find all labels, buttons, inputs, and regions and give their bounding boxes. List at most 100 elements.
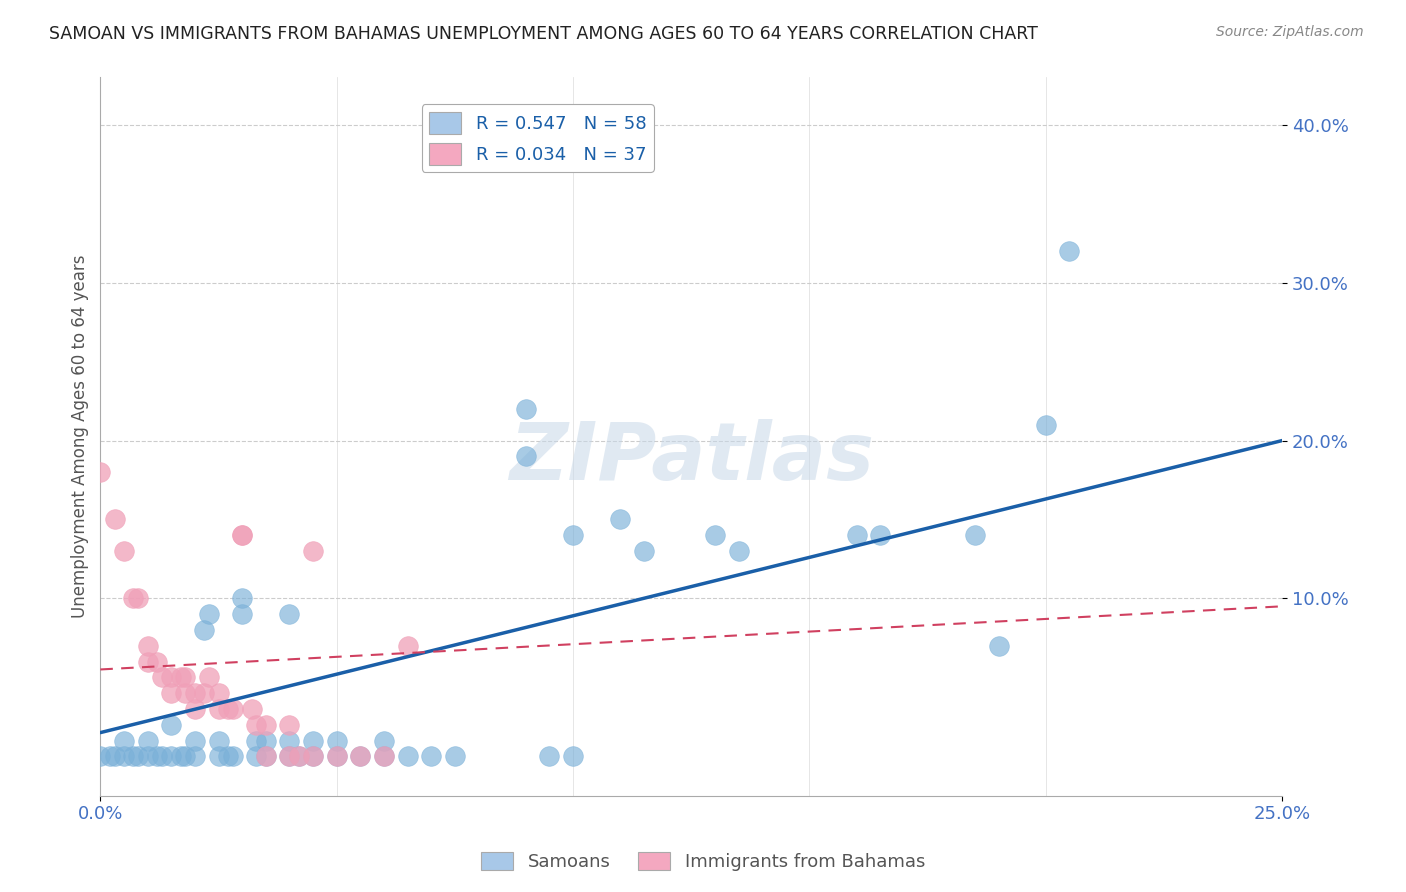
Point <box>174 749 197 764</box>
Point <box>184 749 207 764</box>
Point <box>103 512 125 526</box>
Point <box>160 717 183 731</box>
Point <box>170 749 193 764</box>
Point <box>170 670 193 684</box>
Point <box>198 607 221 622</box>
Point <box>633 544 655 558</box>
Point <box>146 749 169 764</box>
Point <box>288 749 311 764</box>
Point <box>373 733 395 747</box>
Point <box>420 749 443 764</box>
Point <box>302 749 325 764</box>
Point <box>112 749 135 764</box>
Point <box>302 733 325 747</box>
Legend: R = 0.547   N = 58, R = 0.034   N = 37: R = 0.547 N = 58, R = 0.034 N = 37 <box>422 104 654 172</box>
Point <box>869 528 891 542</box>
Point <box>278 717 301 731</box>
Point <box>174 670 197 684</box>
Point <box>845 528 868 542</box>
Point <box>288 749 311 764</box>
Point <box>373 749 395 764</box>
Point <box>160 670 183 684</box>
Point <box>112 544 135 558</box>
Point <box>325 749 347 764</box>
Point <box>515 450 537 464</box>
Legend: Samoans, Immigrants from Bahamas: Samoans, Immigrants from Bahamas <box>474 845 932 879</box>
Point <box>122 749 145 764</box>
Point <box>562 749 585 764</box>
Point <box>207 749 229 764</box>
Point <box>254 749 277 764</box>
Point <box>987 639 1010 653</box>
Point <box>325 733 347 747</box>
Point <box>609 512 631 526</box>
Point <box>136 733 159 747</box>
Point <box>150 670 173 684</box>
Point <box>184 686 207 700</box>
Point <box>254 749 277 764</box>
Point <box>349 749 371 764</box>
Point <box>217 749 239 764</box>
Point <box>184 702 207 716</box>
Point <box>231 528 253 542</box>
Point <box>127 749 149 764</box>
Point <box>245 733 267 747</box>
Point <box>349 749 371 764</box>
Point <box>103 749 125 764</box>
Point <box>217 702 239 716</box>
Point <box>538 749 561 764</box>
Point <box>396 749 419 764</box>
Point <box>963 528 986 542</box>
Point <box>146 655 169 669</box>
Point <box>396 639 419 653</box>
Point <box>278 607 301 622</box>
Point <box>727 544 749 558</box>
Point <box>245 749 267 764</box>
Point <box>89 749 111 764</box>
Point <box>207 686 229 700</box>
Point <box>278 749 301 764</box>
Point <box>207 733 229 747</box>
Point <box>222 702 245 716</box>
Point <box>150 749 173 764</box>
Point <box>1059 244 1081 259</box>
Point <box>198 670 221 684</box>
Point <box>136 639 159 653</box>
Point <box>136 655 159 669</box>
Point <box>325 749 347 764</box>
Point <box>245 717 267 731</box>
Point <box>444 749 467 764</box>
Point <box>160 686 183 700</box>
Point <box>240 702 263 716</box>
Point <box>207 702 229 716</box>
Point <box>231 528 253 542</box>
Text: ZIPatlas: ZIPatlas <box>509 419 873 497</box>
Point <box>254 717 277 731</box>
Text: Source: ZipAtlas.com: Source: ZipAtlas.com <box>1216 25 1364 39</box>
Point <box>98 749 121 764</box>
Point <box>184 733 207 747</box>
Point <box>302 544 325 558</box>
Point <box>1035 417 1057 432</box>
Point <box>373 749 395 764</box>
Point <box>127 591 149 606</box>
Point <box>89 465 111 479</box>
Text: SAMOAN VS IMMIGRANTS FROM BAHAMAS UNEMPLOYMENT AMONG AGES 60 TO 64 YEARS CORRELA: SAMOAN VS IMMIGRANTS FROM BAHAMAS UNEMPL… <box>49 25 1038 43</box>
Point <box>703 528 725 542</box>
Point <box>254 733 277 747</box>
Point <box>193 686 215 700</box>
Point <box>231 591 253 606</box>
Point <box>136 749 159 764</box>
Point <box>515 401 537 416</box>
Point <box>222 749 245 764</box>
Point <box>193 623 215 637</box>
Point <box>302 749 325 764</box>
Point <box>160 749 183 764</box>
Point <box>278 749 301 764</box>
Point <box>122 591 145 606</box>
Point <box>278 733 301 747</box>
Point <box>112 733 135 747</box>
Y-axis label: Unemployment Among Ages 60 to 64 years: Unemployment Among Ages 60 to 64 years <box>72 255 89 618</box>
Point <box>562 528 585 542</box>
Point <box>174 686 197 700</box>
